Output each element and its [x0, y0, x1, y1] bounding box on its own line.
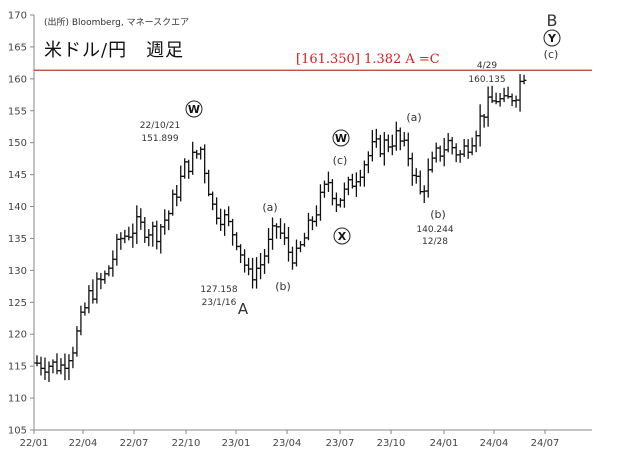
y-tick-label: 145: [8, 170, 27, 181]
annotation-value-c: 160.135: [468, 75, 505, 85]
y-tick-label: 165: [8, 42, 27, 53]
y-tick-label: 115: [8, 362, 27, 373]
annotation-date-c: 4/29: [477, 61, 497, 71]
x-tick-label: 22/10: [172, 438, 201, 449]
y-tick-label: 135: [8, 234, 27, 245]
wave-a: A: [238, 300, 249, 318]
annotation-value-b: 140.244: [416, 225, 453, 235]
chart-title: 米ドル/円 週足: [44, 40, 185, 61]
y-tick-label: 170: [8, 11, 27, 22]
wave-y-ring: [543, 29, 561, 47]
x-tick-label: 22/04: [69, 438, 98, 449]
wave-b-minor-2: (b): [430, 208, 446, 221]
x-tick-label: 23/04: [273, 438, 302, 449]
annotation-value-a: 127.158: [200, 285, 237, 295]
y-tick-label: 125: [8, 298, 27, 309]
x-tick-label: 24/04: [480, 438, 509, 449]
x-tick-label: 24/07: [531, 438, 560, 449]
wave-a-minor-1: (a): [262, 201, 277, 214]
axes: 105 110 115 120 125 130 135 140 145 150 155 160 165 1…: [8, 11, 592, 449]
wave-y: Y: [547, 32, 557, 45]
x-tick-label: 22/01: [20, 438, 49, 449]
y-tick-label: 160: [8, 74, 27, 85]
target-line-label: [161.350] 1.382 A =C: [296, 52, 440, 67]
y-tick-label: 120: [8, 330, 27, 341]
y-tick-label: 110: [8, 394, 27, 405]
annotation-date-w: 22/10/21: [140, 121, 180, 131]
y-tick-label: 155: [8, 106, 27, 117]
source-caption: (出所) Bloomberg, マネースクエア: [44, 18, 190, 28]
wave-w-major: W: [188, 103, 200, 116]
y-tick-label: 150: [8, 138, 27, 149]
wave-w-minor: W: [335, 132, 347, 145]
annotation-value-w: 151.899: [141, 134, 178, 144]
wave-x: X: [338, 230, 347, 243]
x-tick-label: 23/10: [377, 438, 406, 449]
price-bars: [34, 74, 527, 382]
wave-c-minor-2: (c): [544, 48, 559, 61]
annotation-date-b: 12/28: [422, 237, 448, 247]
y-tick-label: 140: [8, 202, 27, 213]
wave-a-minor-2: (a): [406, 111, 421, 124]
x-tick-label: 22/07: [120, 438, 149, 449]
x-tick-label: 23/01: [222, 438, 251, 449]
y-tick-label: 105: [8, 426, 27, 437]
wave-b-major: B: [547, 11, 558, 30]
annotation-date-a: 23/1/16: [202, 298, 237, 308]
wave-x-ring: [333, 227, 351, 245]
wave-w-minor-ring: [332, 129, 350, 147]
x-tick-label: 23/07: [326, 438, 355, 449]
x-tick-label: 24/01: [430, 438, 459, 449]
annotations: 22/10/21 151.899 W 127.158 23/1/16 A (a) (b) W (c…: [140, 11, 561, 318]
wave-w-major-ring: [185, 100, 203, 118]
y-tick-label: 130: [8, 266, 27, 277]
wave-b-minor-1: (b): [275, 280, 291, 293]
wave-c-minor-1: (c): [333, 154, 348, 167]
